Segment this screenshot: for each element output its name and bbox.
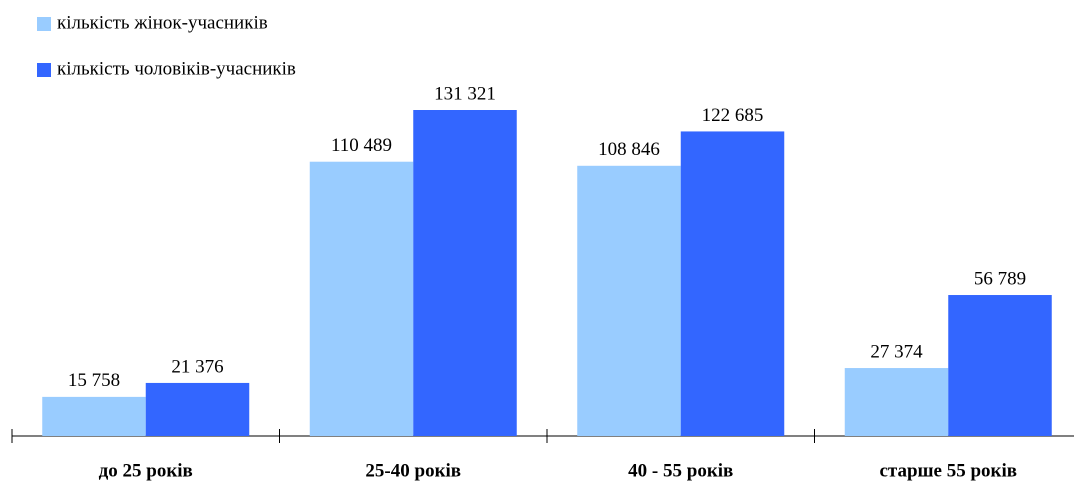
value-label: 110 489 — [331, 135, 392, 156]
x-tick-label: 40 - 55 років — [628, 460, 733, 481]
bar — [145, 382, 250, 436]
x-tick-label: 25-40 років — [365, 460, 461, 481]
x-tick-label: до 25 років — [99, 460, 193, 481]
value-label: 122 685 — [702, 105, 764, 126]
legend-swatch — [37, 17, 51, 31]
bar — [948, 295, 1052, 436]
value-label: 15 758 — [68, 370, 120, 391]
bar — [42, 396, 146, 436]
value-label: 27 374 — [870, 341, 923, 362]
bar — [680, 131, 785, 436]
x-tick-label: старше 55 років — [879, 460, 1017, 481]
bar — [844, 368, 949, 436]
value-label: 131 321 — [434, 83, 496, 104]
value-label: 56 789 — [974, 268, 1026, 289]
bar — [413, 110, 517, 436]
legend-label: кількість жінок-учасників — [57, 12, 268, 33]
value-label: 21 376 — [171, 356, 223, 377]
legend-label: кількість чоловіків-учасників — [57, 58, 296, 79]
value-label: 108 846 — [598, 139, 660, 160]
legend-swatch — [37, 63, 51, 77]
bar — [309, 161, 414, 436]
bar — [577, 165, 681, 436]
